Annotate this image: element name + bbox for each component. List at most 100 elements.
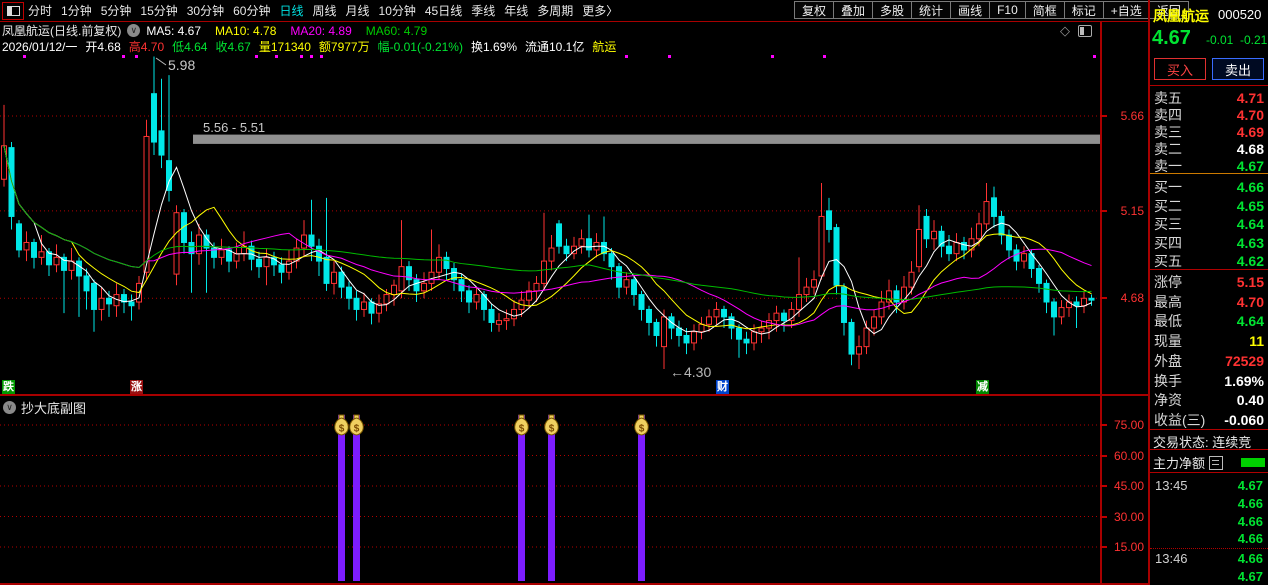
range-annotation: 5.56 - 5.51 bbox=[203, 120, 266, 135]
menu-item-季线[interactable]: 季线 bbox=[471, 4, 496, 18]
menu-item-更多〉[interactable]: 更多〉 bbox=[582, 4, 619, 18]
tick-price: 4.66 bbox=[1237, 551, 1263, 567]
price-axis-label: 4.68 bbox=[1120, 291, 1144, 306]
menu-item-15分钟[interactable]: 15分钟 bbox=[140, 4, 178, 18]
tool-+自选[interactable]: +自选 bbox=[1102, 1, 1150, 19]
tool-统计[interactable]: 统计 bbox=[911, 1, 952, 19]
menu-item-年线[interactable]: 年线 bbox=[504, 4, 529, 18]
price-axis-label: 5.66 bbox=[1120, 109, 1144, 123]
sub-axis-label: 30.00 bbox=[1113, 509, 1144, 524]
marker-badge-减: 减 bbox=[976, 380, 989, 394]
divider bbox=[1150, 429, 1268, 430]
bottom-border bbox=[0, 583, 1148, 585]
timeframe-menu: 分时 1分钟 5分钟 15分钟 30分钟 60分钟 日线 周线 月线 10分钟 45日线 季线 年线 多周… bbox=[28, 2, 618, 19]
row-value: 4.69 bbox=[1236, 124, 1264, 140]
row-label: 买一 bbox=[1154, 179, 1182, 195]
tool-简框[interactable]: 简框 bbox=[1024, 1, 1065, 19]
row-value: 4.66 bbox=[1236, 179, 1264, 195]
list-icon bbox=[1209, 455, 1224, 470]
sub-chart-label-row: ∨ 抄大底副图 bbox=[3, 398, 86, 417]
stat-row: 换手 1.69% bbox=[1150, 371, 1268, 391]
marker-badge-财: 财 bbox=[716, 380, 729, 394]
split-window-icon[interactable] bbox=[1078, 24, 1092, 37]
money-bag-icon: $ bbox=[349, 414, 364, 436]
main-flow-label: 主力净额 bbox=[1153, 456, 1206, 471]
tick-row: 13:46 4.66 bbox=[1150, 550, 1268, 567]
menu-item-周线[interactable]: 周线 bbox=[312, 4, 337, 18]
axis-tick bbox=[1100, 115, 1107, 117]
tool-画线[interactable]: 画线 bbox=[950, 1, 991, 19]
tick-price: 4.66 bbox=[1237, 513, 1263, 529]
menu-item-日线[interactable]: 日线 bbox=[279, 4, 304, 18]
menu-item-多周期[interactable]: 多周期 bbox=[537, 4, 574, 18]
row-value: 4.68 bbox=[1236, 141, 1264, 157]
collapse-icon[interactable]: ∨ bbox=[3, 401, 16, 414]
tick-row: 13:45 4.67 bbox=[1150, 477, 1268, 494]
menu-item-1分钟[interactable]: 1分钟 bbox=[61, 4, 92, 18]
sell-queue-row: 卖三 4.69 bbox=[1150, 122, 1268, 142]
tool-叠加[interactable]: 叠加 bbox=[833, 1, 874, 19]
menu-item-60分钟[interactable]: 60分钟 bbox=[233, 4, 271, 18]
tick-price: 4.66 bbox=[1237, 531, 1263, 547]
row-label: 卖二 bbox=[1154, 141, 1182, 157]
axis-tick bbox=[1100, 485, 1107, 487]
row-value: 4.67 bbox=[1236, 158, 1264, 174]
trade-status: 交易状态: 连续竞 bbox=[1153, 435, 1252, 450]
axis-tick bbox=[1100, 297, 1107, 300]
ohlc-segment: 开4.68 bbox=[85, 40, 121, 54]
sell-queue-row: 卖五 4.71 bbox=[1150, 88, 1268, 108]
sub-axis-label: 45.00 bbox=[1113, 479, 1144, 493]
menu-item-30分钟[interactable]: 30分钟 bbox=[186, 4, 225, 18]
tick-time: 13:46 bbox=[1155, 551, 1188, 567]
chart-title-row: 凤凰航运(日线.前复权) ∨ MA5: 4.67 MA10: 4.78 MA20: … bbox=[2, 23, 1148, 39]
diamond-icon[interactable]: ◇ bbox=[1060, 23, 1070, 38]
top-menu-bar: 分时 1分钟 5分钟 15分钟 30分钟 60分钟 日线 周线 月线 10分钟 45日线 季线 年线 多周… bbox=[0, 0, 1189, 21]
ohlc-segment: 2026/01/12/一 bbox=[2, 40, 78, 54]
price-axis-label: 5.15 bbox=[1120, 203, 1144, 218]
menu-item-分时[interactable]: 分时 bbox=[28, 4, 53, 18]
tool-多股[interactable]: 多股 bbox=[872, 1, 913, 19]
chart-corner-icons: ◇ bbox=[1060, 24, 1092, 37]
tick-row: 4.67 bbox=[1150, 568, 1268, 585]
ma-legend-item: MA10: 4.78 bbox=[215, 23, 277, 38]
tool-标记[interactable]: 标记 bbox=[1063, 1, 1104, 19]
svg-text:$: $ bbox=[354, 424, 360, 435]
money-bag-icon: $ bbox=[334, 414, 349, 436]
menu-item-5分钟[interactable]: 5分钟 bbox=[100, 4, 132, 18]
sub-axis-label: 15.00 bbox=[1113, 540, 1144, 554]
row-value: 11 bbox=[1249, 333, 1264, 350]
tool-F10[interactable]: F10 bbox=[989, 1, 1026, 19]
last-price: 4.67 bbox=[1152, 27, 1191, 49]
row-label: 最低 bbox=[1154, 313, 1182, 330]
svg-text:$: $ bbox=[519, 424, 525, 435]
divider bbox=[1150, 269, 1268, 270]
money-bag-icon: $ bbox=[634, 414, 649, 436]
stat-row: 外盘 72529 bbox=[1150, 351, 1268, 371]
menu-item-月线[interactable]: 月线 bbox=[345, 4, 370, 18]
buy-button[interactable]: 买入 bbox=[1154, 58, 1206, 80]
window-panel-icon[interactable] bbox=[2, 2, 24, 20]
candlestick-chart[interactable]: 5.98 ←4.30 $ $ $ $ $ bbox=[0, 0, 1150, 585]
tick-separator bbox=[1150, 548, 1268, 550]
ma-legend-item: MA20: 4.89 bbox=[290, 23, 352, 38]
price-change: -0.01 bbox=[1206, 33, 1234, 47]
buy-queue-row: 买二 4.65 bbox=[1150, 196, 1268, 216]
menu-item-10分钟[interactable]: 10分钟 bbox=[378, 4, 416, 18]
quote-stock-code: 000520 bbox=[1218, 7, 1262, 22]
tool-返回[interactable]: 返回 bbox=[1148, 1, 1189, 19]
row-value: 4.71 bbox=[1236, 90, 1264, 106]
row-label: 卖一 bbox=[1154, 158, 1182, 174]
divider bbox=[1150, 449, 1268, 450]
ohlc-segment: 航运 bbox=[592, 40, 617, 54]
tick-row: 4.66 bbox=[1150, 513, 1268, 530]
sell-button[interactable]: 卖出 bbox=[1212, 58, 1264, 80]
buy-queue-row: 买四 4.63 bbox=[1150, 233, 1268, 253]
row-value: 4.64 bbox=[1236, 216, 1264, 232]
menu-item-45日线[interactable]: 45日线 bbox=[424, 4, 463, 18]
tick-price: 4.66 bbox=[1237, 495, 1263, 511]
chevron-down-icon[interactable]: ∨ bbox=[127, 24, 141, 37]
tick-row: 4.66 bbox=[1150, 495, 1268, 512]
chart-right-border bbox=[1100, 22, 1102, 583]
svg-text:$: $ bbox=[549, 424, 555, 435]
main-flow-row[interactable]: 主力净额 bbox=[1153, 453, 1265, 472]
